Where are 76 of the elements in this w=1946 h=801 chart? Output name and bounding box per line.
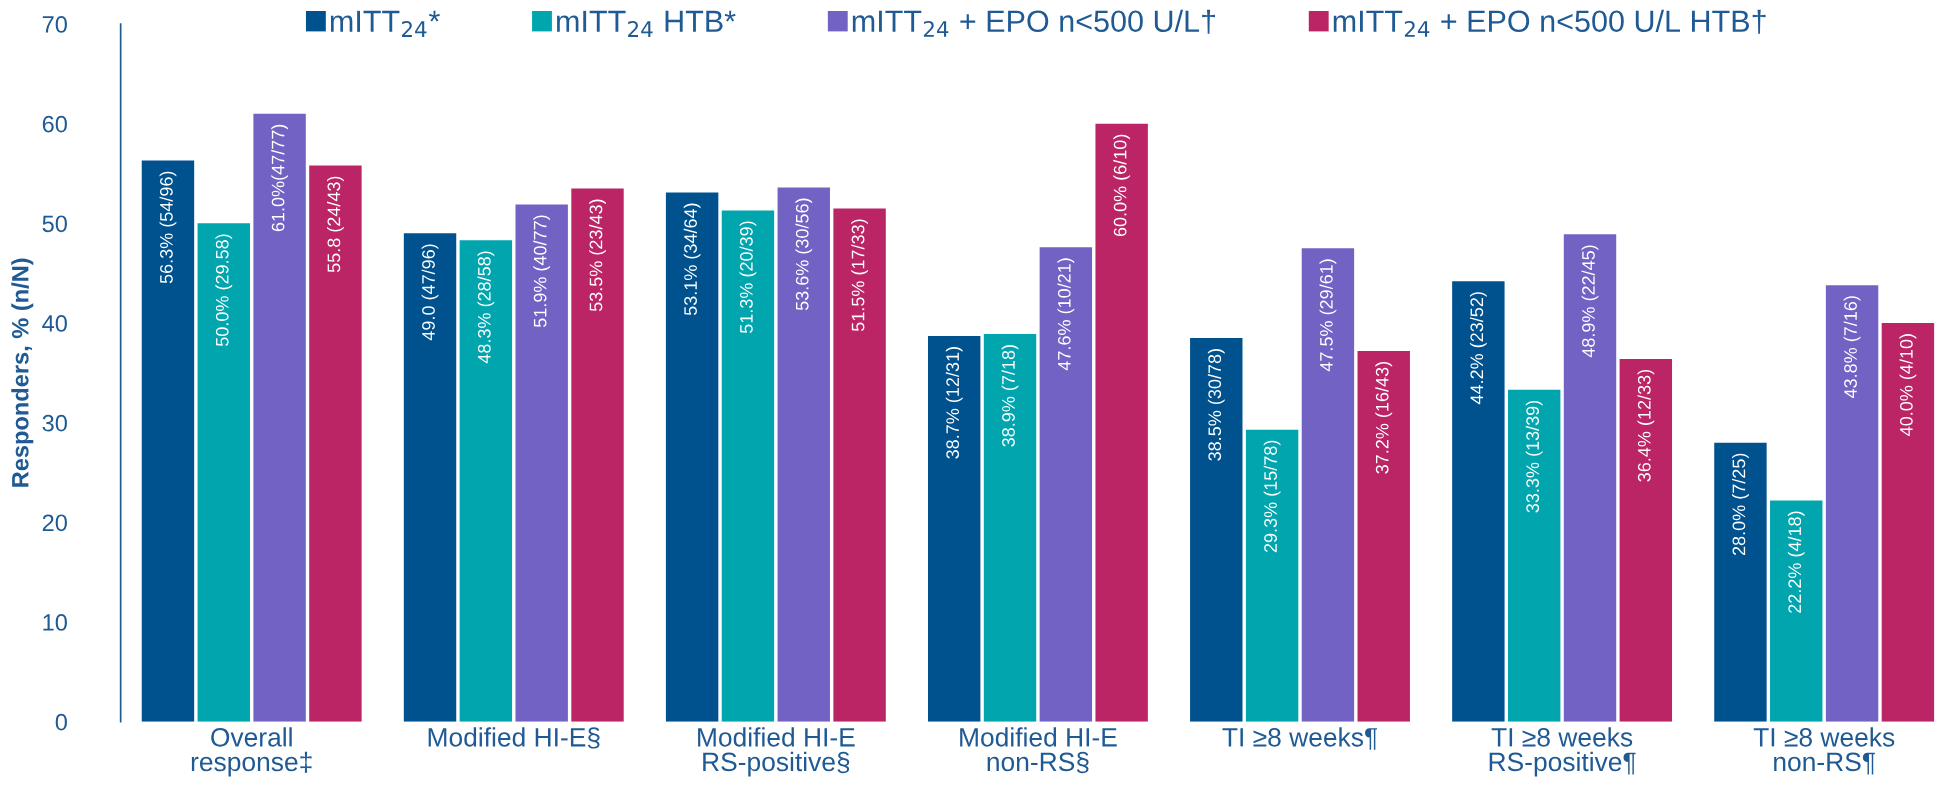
x-tick-label: Modified HI-E§ bbox=[428, 727, 600, 749]
y-axis-title: Responders, % (n/N) bbox=[11, 258, 34, 487]
bar bbox=[1714, 442, 1767, 722]
data-label: 47.5% (29/61) bbox=[1319, 259, 1337, 372]
data-label: 53.5% (23/43) bbox=[589, 199, 606, 312]
data-label: 29.3% (15/78) bbox=[1263, 440, 1281, 553]
data-label: 28.0% (7/25) bbox=[1732, 453, 1749, 556]
bar bbox=[665, 192, 719, 722]
bar bbox=[1190, 337, 1243, 722]
y-tick-label: 50 bbox=[42, 215, 67, 233]
bar bbox=[721, 210, 775, 722]
y-tick-label: 40 bbox=[42, 315, 67, 332]
bar bbox=[833, 208, 886, 722]
bar bbox=[1563, 234, 1617, 722]
bar bbox=[309, 165, 362, 722]
data-label: 44.2% (23/52) bbox=[1469, 292, 1487, 405]
data-label: 47.6% (10/21) bbox=[1057, 258, 1075, 371]
bar bbox=[459, 240, 513, 722]
data-label: 60.0% (6/10) bbox=[1113, 134, 1131, 237]
y-tick-label: 0 bbox=[55, 713, 67, 731]
bar bbox=[1770, 500, 1823, 722]
bar bbox=[1507, 389, 1561, 722]
data-label: 61.0%(47/77) bbox=[271, 124, 289, 232]
x-tick-label: Modified HI-E RS-positive§ bbox=[698, 727, 855, 777]
bar bbox=[253, 113, 306, 722]
y-tick-label: 30 bbox=[42, 414, 67, 432]
data-label: 51.5% (17/33) bbox=[851, 219, 868, 332]
bar bbox=[403, 233, 457, 722]
bar bbox=[1452, 281, 1505, 722]
legend-label: mITT$_{24}$ HTB* bbox=[557, 10, 736, 37]
bar bbox=[983, 334, 1037, 722]
x-tick-label: Overall response‡ bbox=[191, 727, 312, 777]
y-tick-label: 70 bbox=[42, 16, 67, 33]
bar bbox=[1301, 248, 1355, 722]
x-tick-label: TI ≥8 weeks¶ bbox=[1222, 727, 1378, 750]
bar bbox=[777, 187, 830, 722]
data-label: 51.3% (20/39) bbox=[739, 221, 757, 334]
legend-label: mITT$_{24}$ + EPO n<500 U/L† bbox=[852, 9, 1216, 37]
data-label: 37.2% (16/43) bbox=[1375, 362, 1393, 474]
bar bbox=[1095, 123, 1148, 722]
x-tick-label: Modified HI-E non-RS§ bbox=[960, 727, 1117, 774]
y-tick-label: 60 bbox=[42, 115, 67, 133]
legend-label: mITT$_{24}$ + EPO n<500 U/L HTB† bbox=[1333, 9, 1766, 37]
bar bbox=[515, 204, 568, 722]
bar bbox=[927, 335, 981, 722]
data-label: 50.0% (29.58) bbox=[215, 234, 233, 347]
data-label: 40.0% (4/10) bbox=[1899, 334, 1917, 436]
data-label: 43.8% (7/16) bbox=[1843, 296, 1861, 399]
data-label: 49.0 (47/96) bbox=[421, 244, 439, 341]
data-label: 38.9% (7/18) bbox=[1001, 345, 1019, 447]
data-label: 55.8 (24/43) bbox=[327, 176, 344, 273]
data-label: 33.3% (13/39) bbox=[1525, 400, 1543, 513]
y-tick-label: 20 bbox=[42, 514, 67, 532]
data-label: 22.2% (4/18) bbox=[1787, 511, 1805, 613]
bar bbox=[141, 160, 195, 722]
data-label: 36.4% (12/33) bbox=[1637, 369, 1655, 482]
x-tick-label: TI ≥8 weeks non-RS¶ bbox=[1753, 727, 1895, 775]
y-tick-label: 10 bbox=[43, 614, 67, 631]
bar bbox=[1619, 358, 1673, 722]
data-label: 53.1% (34/64) bbox=[683, 203, 701, 316]
x-tick-label: TI ≥8 weeks RS-positive¶ bbox=[1489, 727, 1636, 777]
bar bbox=[197, 223, 250, 722]
bar bbox=[1039, 247, 1093, 722]
data-label: 38.5% (30/78) bbox=[1207, 349, 1225, 461]
data-label: 51.9% (40/77) bbox=[533, 215, 551, 328]
bar bbox=[1245, 429, 1299, 722]
data-label: 48.9% (22/45) bbox=[1581, 245, 1599, 358]
bar bbox=[1825, 285, 1879, 722]
data-label: 48.3% (28/58) bbox=[477, 251, 495, 364]
data-label: 53.6% (30/56) bbox=[795, 198, 813, 311]
bar bbox=[571, 188, 624, 722]
legend-label: mITT$_{24}$* bbox=[330, 10, 440, 37]
data-label: 38.7% (12/31) bbox=[945, 347, 963, 459]
bar bbox=[1357, 350, 1410, 722]
bar bbox=[1881, 323, 1935, 722]
data-label: 56.3% (54/96) bbox=[159, 171, 177, 284]
